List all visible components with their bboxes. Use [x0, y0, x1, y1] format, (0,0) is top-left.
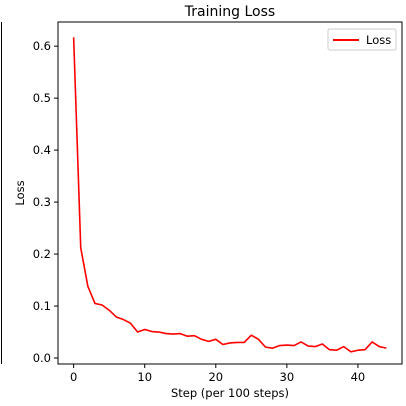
- series-line-loss: [72, 37, 387, 353]
- y-tick-label: 0.1: [33, 299, 51, 313]
- x-tick-label: 40: [351, 370, 366, 384]
- y-tick-label: 0.3: [33, 195, 51, 209]
- y-tick-label: 0.6: [33, 39, 51, 53]
- axes-frame: [57, 21, 403, 365]
- series-layer: [72, 37, 387, 353]
- y-tick-label: 0.2: [33, 247, 51, 261]
- legend-box: [327, 28, 397, 51]
- x-tick-label: 10: [137, 370, 152, 384]
- y-tick-label: 0.0: [33, 351, 51, 365]
- x-tick-label: 20: [208, 370, 223, 384]
- chart-title: Training Loss: [184, 4, 275, 20]
- y-tick-label: 0.4: [33, 143, 51, 157]
- x-tick-label: 0: [70, 370, 77, 384]
- y-axis-label: Loss: [13, 180, 27, 205]
- y-tick-label: 0.5: [33, 91, 51, 105]
- x-axis-ticks: 0 10 20 30 40: [70, 364, 365, 384]
- y-axis-ticks: 0.0 0.1 0.2 0.3 0.4 0.5 0.6: [33, 39, 58, 365]
- legend: Loss: [327, 28, 397, 51]
- legend-label-loss: Loss: [366, 33, 391, 47]
- x-tick-label: 30: [280, 370, 295, 384]
- plot-border: [57, 21, 403, 365]
- x-axis-label: Step (per 100 steps): [171, 386, 289, 400]
